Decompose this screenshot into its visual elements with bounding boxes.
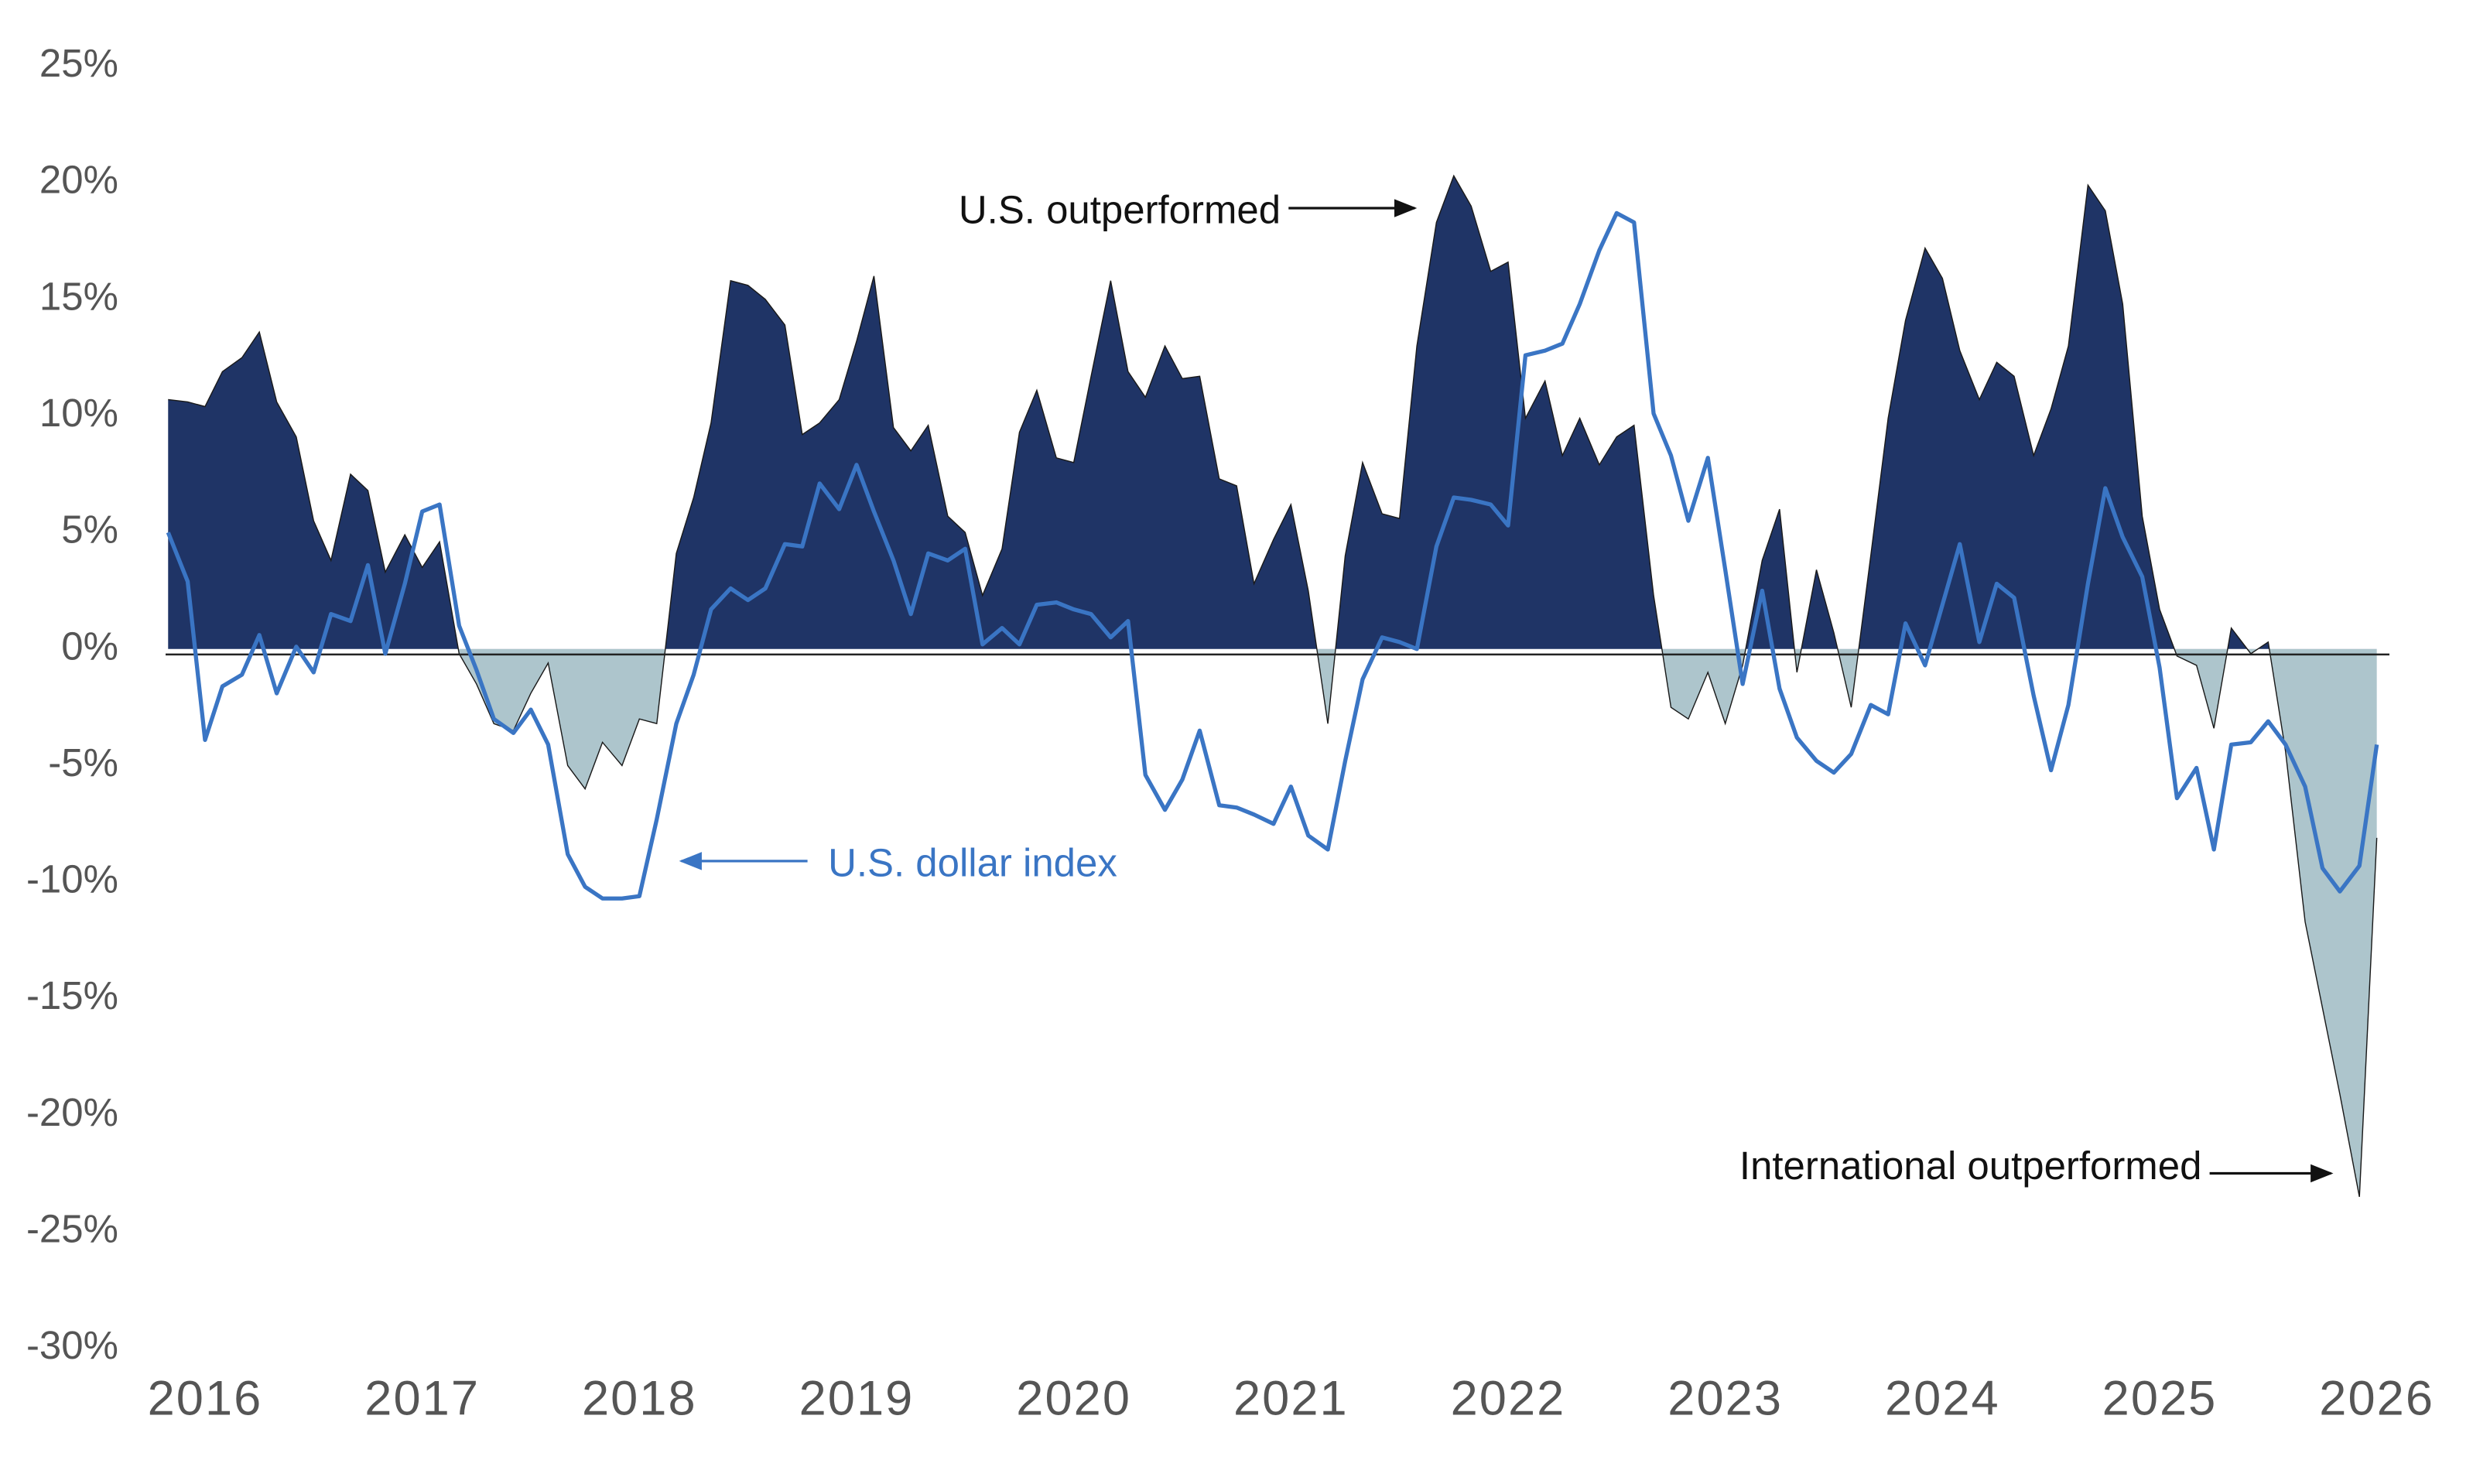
area-positive <box>168 176 2377 649</box>
x-tick-label: 2026 <box>2319 1372 2434 1426</box>
line-layer <box>166 210 2379 901</box>
x-tick-label: 2025 <box>2102 1372 2218 1426</box>
annotation: U.S. outperformed <box>959 188 1281 232</box>
y-tick-label: -15% <box>26 973 118 1017</box>
plot-area <box>168 174 2378 1198</box>
y-tick-label: -5% <box>48 740 118 785</box>
y-tick-label: 15% <box>39 274 118 318</box>
y-tick-label: -25% <box>26 1207 118 1251</box>
annotation: U.S. dollar index <box>828 840 1117 884</box>
x-tick-label: 2021 <box>1233 1372 1349 1426</box>
x-tick-label: 2019 <box>799 1372 915 1426</box>
annotation: International outperformed <box>1739 1144 2201 1188</box>
x-tick-label: 2018 <box>582 1372 697 1426</box>
area-negative <box>458 648 2377 1197</box>
x-tick-label: 2017 <box>364 1372 480 1426</box>
y-tick-label: -20% <box>26 1090 118 1134</box>
y-tick-label: 10% <box>39 391 118 435</box>
x-tick-label: 2020 <box>1016 1372 1131 1426</box>
y-tick-label: -30% <box>26 1323 118 1367</box>
area-outline <box>168 174 2378 1198</box>
x-tick-label: 2023 <box>1667 1372 1783 1426</box>
y-tick-label: 5% <box>61 508 118 552</box>
x-tick-label: 2016 <box>148 1372 263 1426</box>
x-tick-label: 2022 <box>1451 1372 1566 1426</box>
y-tick-label: 0% <box>61 624 118 668</box>
y-tick-label: -10% <box>26 857 118 901</box>
x-tick-label: 2024 <box>1885 1372 2000 1426</box>
line-series <box>166 210 2379 901</box>
y-tick-label: 20% <box>39 158 118 202</box>
y-tick-label: 25% <box>39 41 118 85</box>
